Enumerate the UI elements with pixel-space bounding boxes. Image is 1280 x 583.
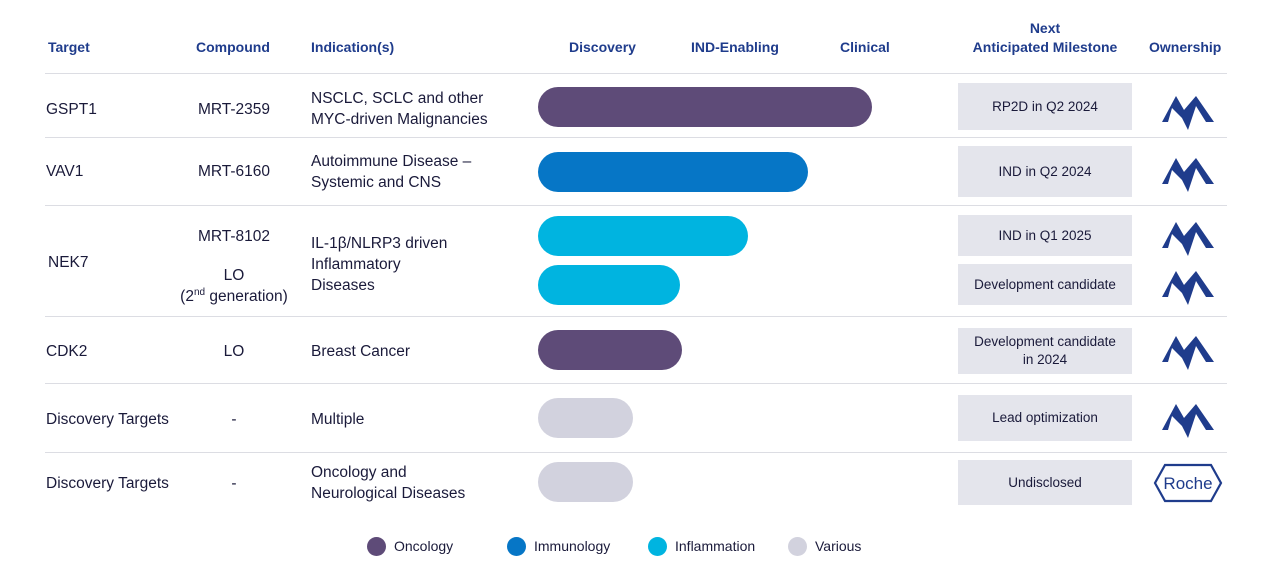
row-divider [45, 73, 1227, 74]
target-discovery-1: Discovery Targets [46, 411, 169, 428]
target-discovery-2: Discovery Targets [46, 475, 169, 492]
milestone-discovery-2: Undisclosed [958, 460, 1132, 505]
compound-mrt-6160: MRT-6160 [197, 163, 271, 180]
target-nek7: NEK7 [48, 254, 89, 271]
header-milestone-line2: Anticipated Milestone [972, 39, 1118, 55]
pipeline-bar-gspt1 [538, 87, 872, 127]
compound-lo-line2: (2nd generation) [160, 286, 308, 307]
indication-discovery-1: Multiple [311, 411, 365, 428]
pipeline-bar-mrt-8102 [538, 216, 748, 256]
compound-mrt-8102: MRT-8102 [197, 228, 271, 245]
pipeline-bar-cdk2 [538, 330, 682, 370]
row-divider [45, 383, 1227, 384]
monte-rosa-logo-icon [1158, 88, 1218, 132]
target-vav1: VAV1 [46, 163, 84, 180]
compound-lo-line1: LO [223, 267, 245, 284]
indication-gspt1: NSCLC, SCLC and other MYC-driven Maligna… [311, 90, 488, 128]
target-gspt1: GSPT1 [46, 101, 97, 118]
header-ownership: Ownership [1149, 39, 1222, 55]
header-discovery: Discovery [569, 39, 636, 55]
milestone-discovery-1: Lead optimization [958, 395, 1132, 441]
legend-various: Various [788, 536, 861, 556]
compound-lo-line2-sup: nd [193, 286, 206, 298]
indication-cdk2: Breast Cancer [311, 343, 411, 360]
milestone-nek7-lo: Development candidate [958, 264, 1132, 305]
legend-label-various: Various [815, 538, 862, 554]
compound-cdk2-lo: LO [223, 343, 245, 360]
legend-label-immunology: Immunology [534, 538, 611, 554]
roche-logo: Roche [1153, 461, 1223, 505]
compound-lo-2nd-gen: LO (2nd generation) [160, 265, 308, 307]
pipeline-bar-discovery-2 [538, 462, 633, 502]
legend-label-oncology: Oncology [394, 538, 454, 554]
legend-inflammation: Inflammation [648, 536, 755, 556]
header-milestone-line1: Next [1029, 20, 1061, 36]
legend-dot-oncology [367, 536, 386, 556]
header-target: Target [48, 39, 90, 55]
milestone-gspt1: RP2D in Q2 2024 [958, 83, 1132, 130]
roche-logo-text: Roche [1163, 474, 1212, 493]
legend-label-inflammation: Inflammation [675, 538, 756, 554]
milestone-vav1: IND in Q2 2024 [958, 146, 1132, 197]
row-divider [45, 316, 1227, 317]
monte-rosa-logo-icon [1158, 214, 1218, 258]
row-divider [45, 137, 1227, 138]
row-divider [45, 205, 1227, 206]
legend-dot-various [788, 536, 807, 556]
indication-nek7: IL-1β/NLRP3 driven Inflammatory Diseases [311, 235, 448, 294]
target-cdk2: CDK2 [46, 343, 88, 360]
legend-oncology: Oncology [367, 536, 453, 556]
header-ind-enabling: IND-Enabling [691, 39, 779, 55]
indication-vav1: Autoimmune Disease – Systemic and CNS [311, 153, 472, 191]
row-divider [45, 452, 1227, 453]
pipeline-bar-nek7-lo [538, 265, 680, 305]
legend-dot-inflammation [648, 536, 667, 556]
compound-discovery-1: - [231, 411, 237, 428]
legend-immunology: Immunology [507, 536, 610, 556]
header-compound: Compound [196, 39, 270, 55]
roche-logo-hexagon: Roche [1153, 463, 1223, 503]
legend-dot-immunology [507, 536, 526, 556]
monte-rosa-logo-icon [1158, 396, 1218, 440]
compound-lo-line2-post: generation) [205, 288, 288, 305]
monte-rosa-logo-icon [1158, 263, 1218, 307]
milestone-cdk2: Development candidate in 2024 [958, 328, 1132, 374]
header-milestone: Next Anticipated Milestone [958, 19, 1132, 57]
compound-lo-line2-pre: (2 [180, 288, 194, 305]
milestone-mrt-8102: IND in Q1 2025 [958, 215, 1132, 256]
compound-discovery-2: - [231, 475, 237, 492]
pipeline-bar-discovery-1 [538, 398, 633, 438]
compound-mrt-2359: MRT-2359 [197, 101, 271, 118]
indication-discovery-2: Oncology and Neurological Diseases [311, 464, 466, 502]
monte-rosa-logo-icon [1158, 150, 1218, 194]
header-indication: Indication(s) [311, 39, 395, 55]
monte-rosa-logo-icon [1158, 328, 1218, 372]
header-clinical: Clinical [840, 39, 890, 55]
pipeline-bar-vav1 [538, 152, 808, 192]
